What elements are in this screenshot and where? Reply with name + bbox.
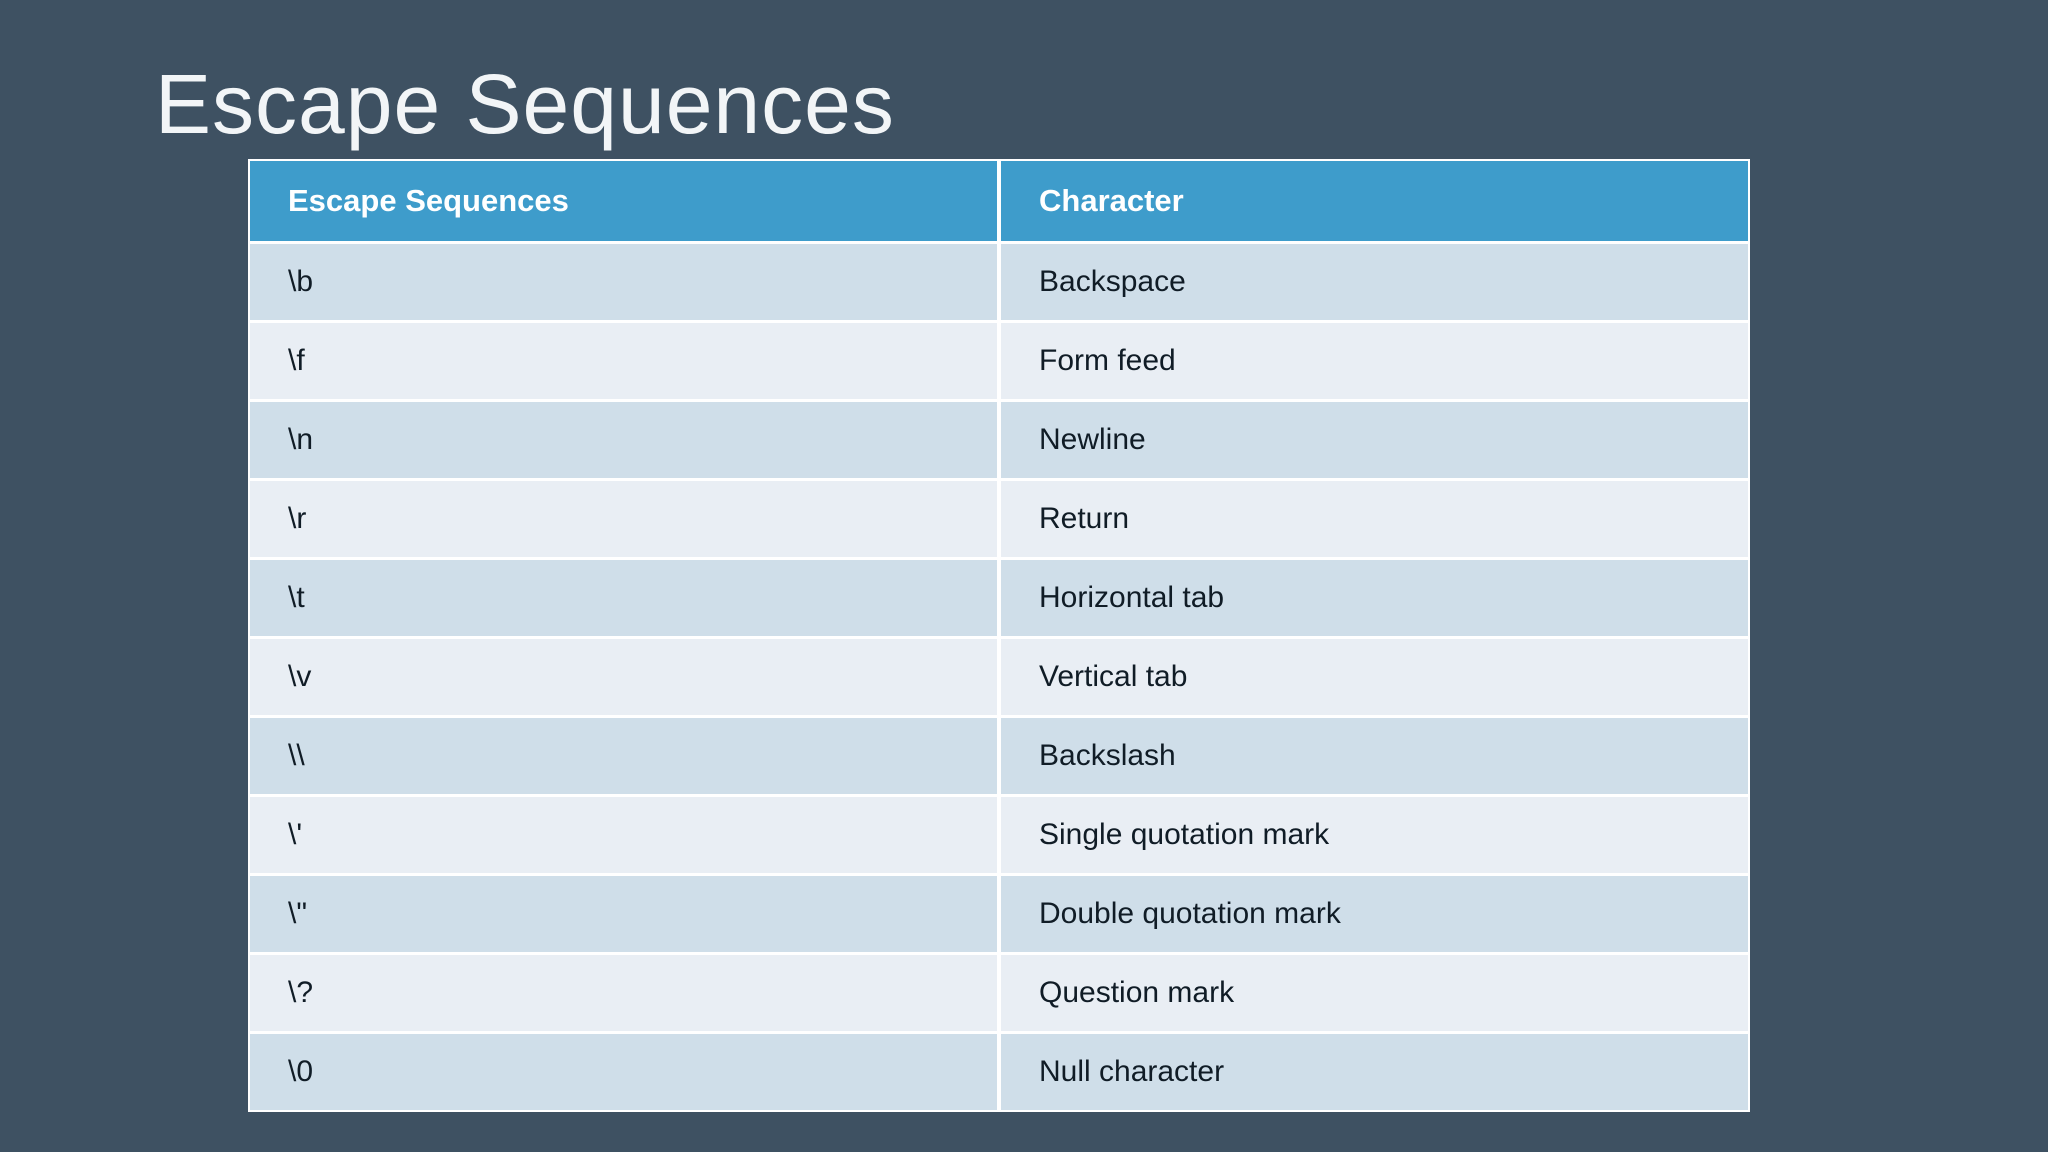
column-header-escape-sequences: Escape Sequences xyxy=(288,183,569,218)
escape-sequence-cell: \" xyxy=(288,897,307,930)
table-row: \" Double quotation mark xyxy=(250,873,1748,952)
character-cell: Vertical tab xyxy=(997,639,1748,715)
table-row: \\ Backslash xyxy=(250,715,1748,794)
escape-sequence-cell: \n xyxy=(288,423,314,456)
table-row: \f Form feed xyxy=(250,320,1748,399)
escape-sequence-cell: \? xyxy=(288,976,314,1009)
escape-sequences-table: Escape Sequences Character \b Backspace \f… xyxy=(248,159,1750,1112)
table-row: \b Backspace xyxy=(250,241,1748,320)
character-cell: Single quotation mark xyxy=(997,797,1748,873)
character-cell: Null character xyxy=(997,1034,1748,1110)
escape-sequence-cell: \t xyxy=(288,581,305,614)
table-header-row: Escape Sequences Character xyxy=(250,161,1748,241)
character-cell: Backspace xyxy=(997,244,1748,320)
table-row: \0 Null character xyxy=(250,1031,1748,1110)
escape-sequence-cell: \' xyxy=(288,818,303,851)
character-cell: Double quotation mark xyxy=(997,876,1748,952)
table-row: \? Question mark xyxy=(250,952,1748,1031)
table-row: \n Newline xyxy=(250,399,1748,478)
table-row: \' Single quotation mark xyxy=(250,794,1748,873)
escape-sequence-cell: \0 xyxy=(288,1055,314,1088)
escape-sequence-cell: \f xyxy=(288,344,305,377)
character-cell: Newline xyxy=(997,402,1748,478)
escape-sequence-cell: \r xyxy=(288,502,307,535)
table-row: \v Vertical tab xyxy=(250,636,1748,715)
page-title: Escape Sequences xyxy=(155,57,895,151)
table-row: \r Return xyxy=(250,478,1748,557)
column-header-character: Character xyxy=(997,161,1748,241)
escape-sequence-cell: \\ xyxy=(288,739,305,772)
table-row: \t Horizontal tab xyxy=(250,557,1748,636)
table-body: \b Backspace \f Form feed \n Newline \r Return \… xyxy=(250,241,1748,1110)
character-cell: Backslash xyxy=(997,718,1748,794)
character-cell: Form feed xyxy=(997,323,1748,399)
escape-sequence-cell: \b xyxy=(288,265,314,298)
character-cell: Return xyxy=(997,481,1748,557)
escape-sequence-cell: \v xyxy=(288,660,312,693)
character-cell: Horizontal tab xyxy=(997,560,1748,636)
character-cell: Question mark xyxy=(997,955,1748,1031)
